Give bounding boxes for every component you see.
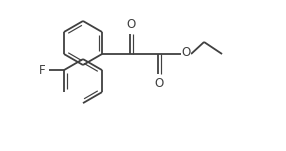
Text: O: O [154, 77, 164, 90]
Text: O: O [181, 47, 191, 59]
Text: O: O [126, 18, 136, 31]
Text: F: F [39, 64, 46, 77]
